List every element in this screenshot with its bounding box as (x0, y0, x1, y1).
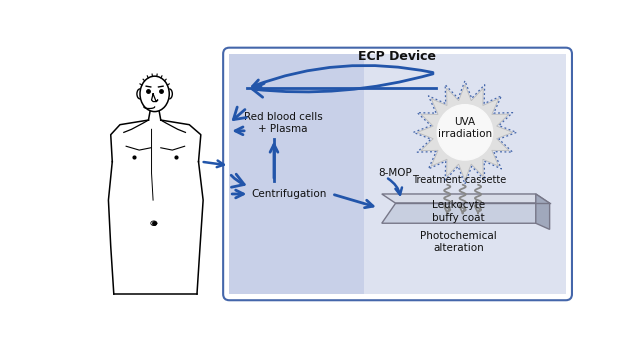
Polygon shape (381, 194, 550, 203)
Text: UVA
irradiation: UVA irradiation (438, 117, 492, 139)
Polygon shape (535, 194, 550, 229)
Text: Photochemical
alteration: Photochemical alteration (420, 230, 497, 253)
Circle shape (437, 104, 493, 160)
Text: Leukocyte
buffy coat: Leukocyte buffy coat (432, 200, 486, 223)
FancyBboxPatch shape (229, 54, 364, 294)
Polygon shape (381, 203, 550, 223)
Text: ECP Device: ECP Device (358, 50, 436, 63)
FancyArrowPatch shape (231, 174, 244, 187)
Text: Centrifugation: Centrifugation (252, 189, 327, 199)
FancyArrowPatch shape (233, 107, 246, 120)
Polygon shape (417, 85, 512, 180)
Text: Treatment cassette: Treatment cassette (412, 175, 506, 185)
Text: Red blood cells
+ Plasma: Red blood cells + Plasma (244, 112, 323, 134)
FancyArrowPatch shape (252, 74, 433, 97)
Text: 8-MOP: 8-MOP (378, 168, 412, 178)
FancyBboxPatch shape (364, 54, 566, 294)
